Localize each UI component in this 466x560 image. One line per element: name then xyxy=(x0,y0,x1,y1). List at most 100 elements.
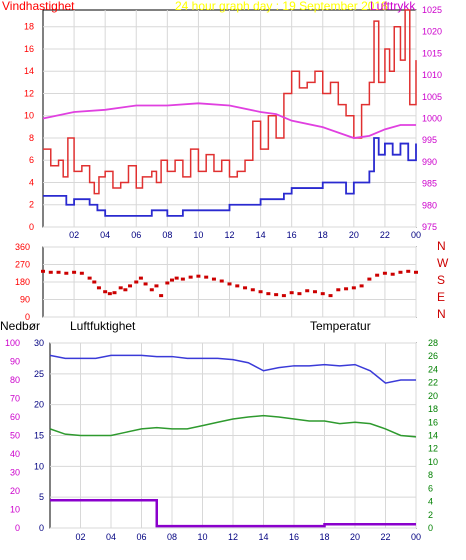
direction-point xyxy=(169,278,174,282)
temp-y-tick: 0 xyxy=(428,523,433,533)
direction-point xyxy=(390,272,395,276)
direction-point xyxy=(297,292,302,296)
direction-point xyxy=(235,284,240,288)
direction-point xyxy=(56,270,61,274)
direction-point xyxy=(143,282,148,286)
direction-point xyxy=(211,277,216,281)
time-tick: 00 xyxy=(411,532,421,542)
wind-axis-ticks: 0246810121416189759809859909951000100510… xyxy=(24,5,442,240)
rain-label: Nedbør xyxy=(0,319,40,333)
rain-y-tick: 80 xyxy=(10,375,20,385)
temp-y-tick: 22 xyxy=(428,378,438,388)
chart-title: 24 hour graph day : 19 September 2018 xyxy=(175,0,388,13)
humidity-y-tick: 20 xyxy=(34,400,44,410)
time-tick: 20 xyxy=(350,532,360,542)
pressure-y-tick: 980 xyxy=(422,200,437,210)
direction-point xyxy=(250,288,255,292)
series-line-humidity xyxy=(49,354,416,384)
weather-grid xyxy=(50,342,417,529)
humidity-y-tick: 30 xyxy=(34,338,44,348)
time-tick: 08 xyxy=(167,532,177,542)
time-tick: 08 xyxy=(162,230,172,240)
temp-y-tick: 8 xyxy=(428,470,433,480)
wind-series xyxy=(42,9,417,217)
rain-y-tick: 100 xyxy=(5,338,20,348)
time-tick: 22 xyxy=(380,230,390,240)
direction-point xyxy=(118,286,123,290)
direction-point xyxy=(359,284,364,288)
humidity-y-tick: 0 xyxy=(39,523,44,533)
humidity-y-tick: 15 xyxy=(34,431,44,441)
direction-point xyxy=(96,286,101,290)
direction-axis-ticks: 0 90 180 270 360 xyxy=(15,242,30,322)
direction-point xyxy=(134,280,139,284)
direction-point xyxy=(382,271,387,275)
direction-point xyxy=(138,276,143,280)
direction-y-tick: 90 xyxy=(20,295,30,305)
weather-series xyxy=(49,354,417,528)
time-tick: 06 xyxy=(131,230,141,240)
compass-label: N xyxy=(437,307,446,321)
wind-y-tick: 6 xyxy=(29,155,34,165)
pressure-y-tick: 990 xyxy=(422,157,437,167)
rain-y-tick: 0 xyxy=(15,523,20,533)
temp-y-tick: 16 xyxy=(428,417,438,427)
wind-y-tick: 2 xyxy=(29,200,34,210)
direction-point xyxy=(243,286,248,290)
time-tick: 04 xyxy=(106,532,116,542)
direction-point xyxy=(64,271,69,275)
direction-y-tick: 180 xyxy=(15,277,30,287)
direction-point xyxy=(188,275,193,279)
direction-grid xyxy=(43,246,417,318)
time-tick: 16 xyxy=(287,230,297,240)
humidity-label: Luftfuktighet xyxy=(70,319,136,333)
direction-point xyxy=(159,294,164,298)
direction-point xyxy=(320,292,325,296)
direction-point xyxy=(79,271,84,275)
weather-axis-ticks: 0102030405060708090100051015202530024681… xyxy=(5,338,438,542)
temp-y-tick: 18 xyxy=(428,404,438,414)
pressure-y-tick: 995 xyxy=(422,135,437,145)
time-tick: 20 xyxy=(349,230,359,240)
direction-point xyxy=(128,284,133,288)
direction-point xyxy=(266,292,271,296)
time-tick: 16 xyxy=(289,532,299,542)
time-tick: 02 xyxy=(75,532,85,542)
series-line-rain xyxy=(50,499,416,528)
time-tick: 14 xyxy=(258,532,268,542)
rain-y-tick: 90 xyxy=(10,357,20,367)
wind-y-tick: 10 xyxy=(24,111,34,121)
temperature-label: Temperatur xyxy=(310,319,371,333)
temp-y-tick: 6 xyxy=(428,483,433,493)
rain-y-tick: 50 xyxy=(10,431,20,441)
rain-y-tick: 10 xyxy=(10,505,20,515)
direction-point xyxy=(274,293,279,297)
direction-point xyxy=(328,294,333,298)
time-tick: 18 xyxy=(318,230,328,240)
direction-y-tick: 270 xyxy=(15,260,30,270)
pressure-y-tick: 1020 xyxy=(422,27,442,37)
wind-y-tick: 18 xyxy=(24,22,34,32)
compass-label: E xyxy=(437,290,445,304)
time-tick: 12 xyxy=(228,532,238,542)
pressure-y-tick: 1005 xyxy=(422,92,442,102)
direction-point xyxy=(180,277,185,281)
time-tick: 06 xyxy=(136,532,146,542)
direction-point xyxy=(414,270,418,274)
direction-point xyxy=(149,288,154,292)
direction-point xyxy=(48,270,53,274)
rain-y-tick: 70 xyxy=(10,394,20,404)
wind-y-tick: 14 xyxy=(24,66,34,76)
direction-point xyxy=(219,279,224,283)
direction-point xyxy=(103,290,108,294)
temp-y-tick: 14 xyxy=(428,431,438,441)
series-line-temp xyxy=(49,414,417,438)
direction-point xyxy=(72,270,77,274)
direction-point xyxy=(312,290,317,294)
pressure-y-tick: 1000 xyxy=(422,114,442,124)
wind-y-tick: 16 xyxy=(24,44,34,54)
direction-series xyxy=(41,269,418,298)
